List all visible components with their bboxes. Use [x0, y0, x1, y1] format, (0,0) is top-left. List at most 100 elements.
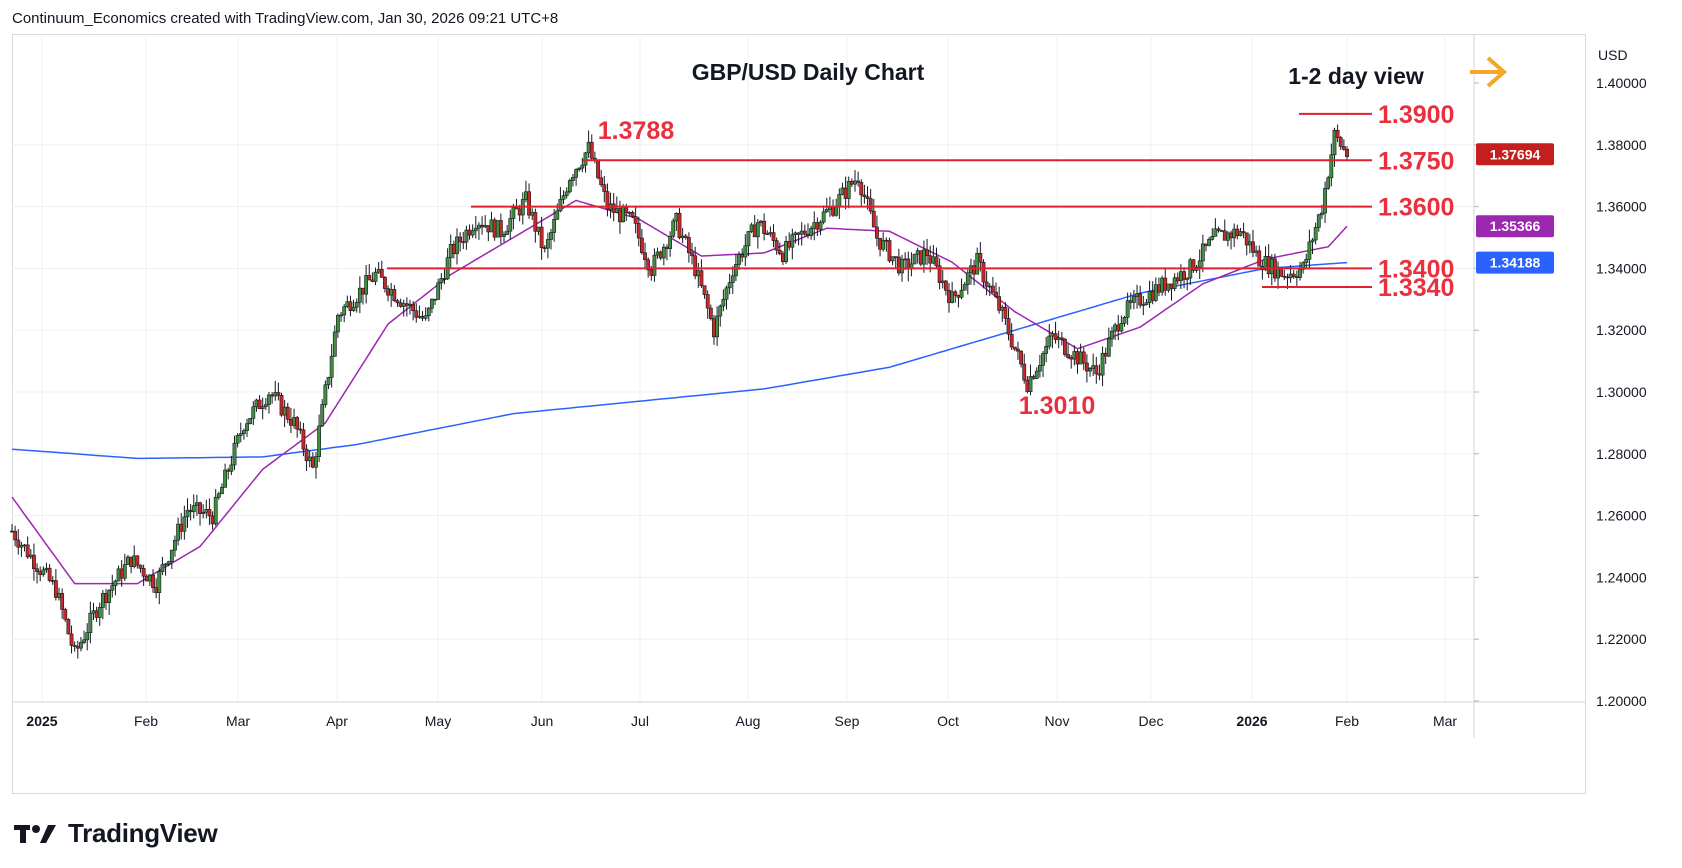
candle	[1282, 269, 1287, 281]
candle-body	[216, 493, 221, 498]
candle	[536, 226, 541, 236]
candle-body	[1285, 276, 1290, 279]
candle	[339, 311, 343, 322]
candle-body	[1216, 228, 1221, 231]
candle-body	[843, 187, 848, 199]
candle-body	[784, 241, 788, 263]
price-badge: 1.37694	[1476, 143, 1554, 166]
candle-body	[1197, 260, 1202, 268]
chart-area[interactable]	[12, 34, 1586, 794]
candle-body	[395, 300, 400, 304]
candle-body	[376, 269, 381, 273]
candle-body	[542, 247, 547, 249]
candle-body	[119, 568, 124, 579]
candle-body	[687, 237, 691, 254]
candle	[1119, 315, 1124, 333]
candle	[1213, 218, 1218, 237]
candle-body	[28, 554, 33, 558]
candle	[787, 232, 792, 251]
candle-body	[364, 275, 369, 295]
candle-body	[683, 235, 688, 238]
time-axis[interactable]: 2025 Feb Mar Apr May Jun Jul Aug Sep Oct Nov Dec 202…	[26, 713, 1457, 729]
candle-body	[229, 464, 234, 472]
candle	[1041, 351, 1045, 377]
price-axis[interactable]: 1.40000 1.38000 1.36000 1.34000 1.32000 1.300…	[12, 34, 1647, 738]
candle-body	[110, 585, 115, 591]
candle	[201, 504, 206, 519]
y-tick-label: 1.28000	[1596, 446, 1647, 462]
candle-body	[122, 564, 127, 579]
candle	[451, 240, 456, 259]
candle	[934, 247, 939, 269]
candle-body	[91, 610, 96, 614]
candle-body	[677, 212, 682, 239]
candle-body	[552, 219, 557, 233]
candle-body	[16, 539, 21, 548]
candle-body	[743, 245, 748, 258]
candle-body	[545, 239, 550, 249]
candle	[1135, 284, 1139, 309]
candle-body	[1298, 269, 1302, 278]
candle	[580, 157, 585, 173]
candle	[25, 536, 30, 559]
candle	[1241, 222, 1246, 239]
candle-body	[1103, 352, 1108, 357]
tradingview-logo[interactable]: TradingView	[14, 818, 218, 849]
candle	[160, 556, 165, 576]
candle	[113, 579, 118, 596]
candle-body	[160, 564, 165, 573]
candle-body	[611, 203, 616, 213]
candle-body	[336, 315, 340, 333]
candle-body	[1310, 239, 1315, 243]
candle	[1345, 146, 1349, 161]
candle	[821, 205, 826, 225]
candle-body	[289, 419, 293, 426]
candle	[232, 435, 237, 470]
candle	[643, 242, 647, 269]
candle-body	[1185, 277, 1190, 280]
candle-body	[1012, 346, 1017, 350]
candle-body	[282, 406, 287, 416]
candle	[511, 203, 516, 230]
candle-body	[53, 580, 58, 598]
candle	[154, 578, 159, 599]
candle-body	[708, 307, 713, 319]
candle	[909, 252, 914, 277]
candle	[762, 213, 767, 241]
y-tick-label: 1.32000	[1596, 322, 1647, 338]
candle-body	[887, 240, 892, 262]
candle-body	[116, 568, 121, 582]
candle-body	[802, 230, 807, 235]
price-annotation: 1.3010	[1019, 392, 1095, 420]
candle-body	[1219, 230, 1224, 232]
candle	[1291, 269, 1296, 279]
candle-body	[25, 544, 30, 558]
candle-body	[1122, 317, 1127, 324]
candle	[1075, 349, 1080, 374]
candle-body	[1200, 243, 1205, 262]
candle	[1050, 330, 1055, 349]
price-annotation: 1.3788	[598, 117, 675, 145]
candle-body	[937, 265, 942, 283]
candle-body	[781, 253, 785, 263]
candle	[126, 554, 130, 566]
x-tick-label: Nov	[1045, 713, 1070, 729]
candle	[887, 237, 892, 263]
candle	[545, 232, 550, 259]
candle-body	[32, 554, 36, 570]
candle	[72, 641, 77, 652]
candle	[749, 222, 754, 233]
chart-credit: Continuum_Economics created with Trading…	[12, 10, 559, 27]
candle-body	[1028, 376, 1033, 392]
candle-body	[649, 269, 654, 276]
candle	[417, 305, 422, 319]
candle	[1210, 228, 1215, 241]
candle-body	[420, 315, 425, 319]
candle	[188, 504, 193, 521]
candle-body	[821, 211, 826, 223]
candle	[285, 402, 290, 424]
candle-body	[448, 244, 453, 259]
candle-body	[1144, 302, 1149, 305]
